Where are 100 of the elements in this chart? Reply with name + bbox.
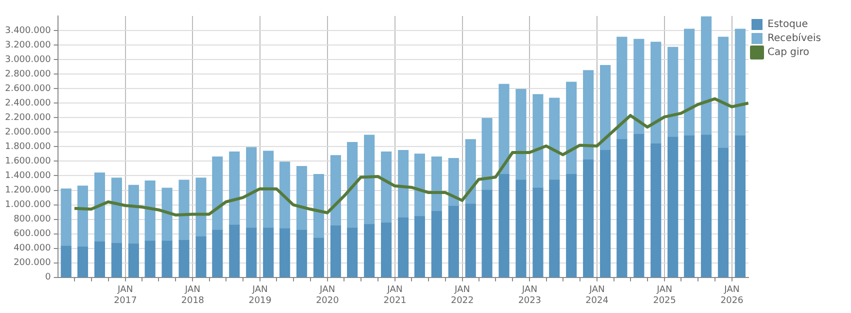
bar (380, 222, 392, 278)
bar (734, 135, 746, 278)
y-tick-label: 2.600.000 (4, 84, 52, 94)
bar (229, 151, 240, 226)
bar (431, 210, 442, 278)
bar (600, 150, 611, 278)
bar (448, 158, 459, 207)
bar (346, 228, 358, 278)
bar (296, 230, 308, 278)
bar (196, 236, 206, 278)
bar (516, 89, 526, 180)
bar (498, 84, 510, 175)
bar (111, 178, 122, 244)
y-tick-label: 3.400.000 (4, 26, 52, 36)
bar (600, 65, 611, 151)
y-tick-label: 3.200.000 (4, 40, 52, 50)
bar (583, 70, 594, 160)
y-tick-label: 600.000 (14, 229, 52, 240)
bar (246, 147, 257, 228)
bar (583, 159, 594, 278)
legend-label: Recebíveis (768, 33, 822, 44)
bar (398, 218, 409, 278)
bar (364, 224, 375, 278)
bar (734, 28, 746, 136)
y-tick-label: 1.400.000 (4, 171, 52, 182)
bar (414, 154, 426, 217)
bar (668, 46, 678, 138)
bar (263, 228, 274, 278)
x-tick-label: JAN 2019 (248, 285, 272, 306)
bar (549, 180, 560, 278)
bar (448, 206, 459, 278)
bar (128, 184, 139, 244)
x-tick-label: JAN 2022 (450, 285, 474, 306)
y-tick-label: 1.000.000 (4, 200, 52, 210)
bar (566, 174, 577, 278)
bar (718, 148, 729, 278)
y-tick-label: 1.600.000 (4, 156, 52, 167)
x-tick-label: JAN 2018 (181, 285, 204, 306)
bar (700, 134, 712, 278)
x-tick-label: JAN 2025 (653, 285, 676, 306)
y-tick-label: 400.000 (14, 244, 52, 254)
y-tick-label: 3.000.000 (4, 54, 52, 65)
bar (60, 188, 72, 247)
bar (566, 82, 577, 175)
bar (346, 142, 358, 228)
bar (212, 156, 223, 231)
bar (60, 246, 72, 278)
bar (650, 143, 662, 278)
bar (178, 240, 190, 278)
bar (296, 166, 308, 231)
bar (144, 240, 156, 278)
bar (498, 174, 510, 278)
y-tick-label: 0 (45, 272, 52, 283)
bar (380, 151, 392, 224)
bar (162, 188, 172, 242)
bar (532, 94, 544, 188)
bar (246, 228, 257, 278)
bar (94, 241, 106, 278)
bar (532, 188, 544, 278)
bar (178, 180, 190, 241)
y-tick-label: 2.000.000 (4, 128, 52, 138)
y-tick-label: 200.000 (14, 258, 52, 268)
x-tick-label: JAN 2017 (114, 285, 137, 306)
bar (263, 150, 274, 228)
x-tick-label: JAN 2023 (518, 285, 542, 306)
bar (684, 135, 695, 278)
bar (650, 42, 662, 144)
x-tick-label: JAN 2020 (316, 285, 340, 306)
bar (94, 172, 106, 242)
bar (431, 156, 442, 212)
bar (549, 98, 560, 180)
bar (330, 226, 342, 278)
bar (196, 178, 206, 238)
bar (279, 228, 290, 278)
bar (718, 36, 729, 148)
bar (313, 174, 324, 239)
y-tick-label: 2.200.000 (4, 113, 52, 123)
bar (279, 162, 290, 230)
bar (111, 242, 122, 278)
bar (364, 134, 375, 225)
bar (700, 16, 712, 136)
bar (144, 180, 156, 242)
bar (162, 240, 172, 278)
bar (229, 224, 240, 278)
bar (330, 155, 342, 226)
bar (516, 180, 526, 278)
bar (482, 118, 492, 191)
bar (616, 36, 628, 140)
x-tick-label: JAN 2024 (586, 285, 609, 306)
bar (668, 136, 678, 278)
x-tick-label: JAN 2026 (720, 285, 744, 306)
y-tick-label: 800.000 (14, 214, 52, 225)
y-tick-label: 1.200.000 (4, 186, 52, 196)
bar (482, 190, 492, 278)
x-tick-label: JAN 2021 (383, 285, 406, 306)
bar (212, 230, 223, 278)
bar (684, 28, 695, 136)
bar (465, 204, 476, 278)
legend-label: Cap giro (768, 47, 810, 58)
bar (77, 246, 88, 278)
